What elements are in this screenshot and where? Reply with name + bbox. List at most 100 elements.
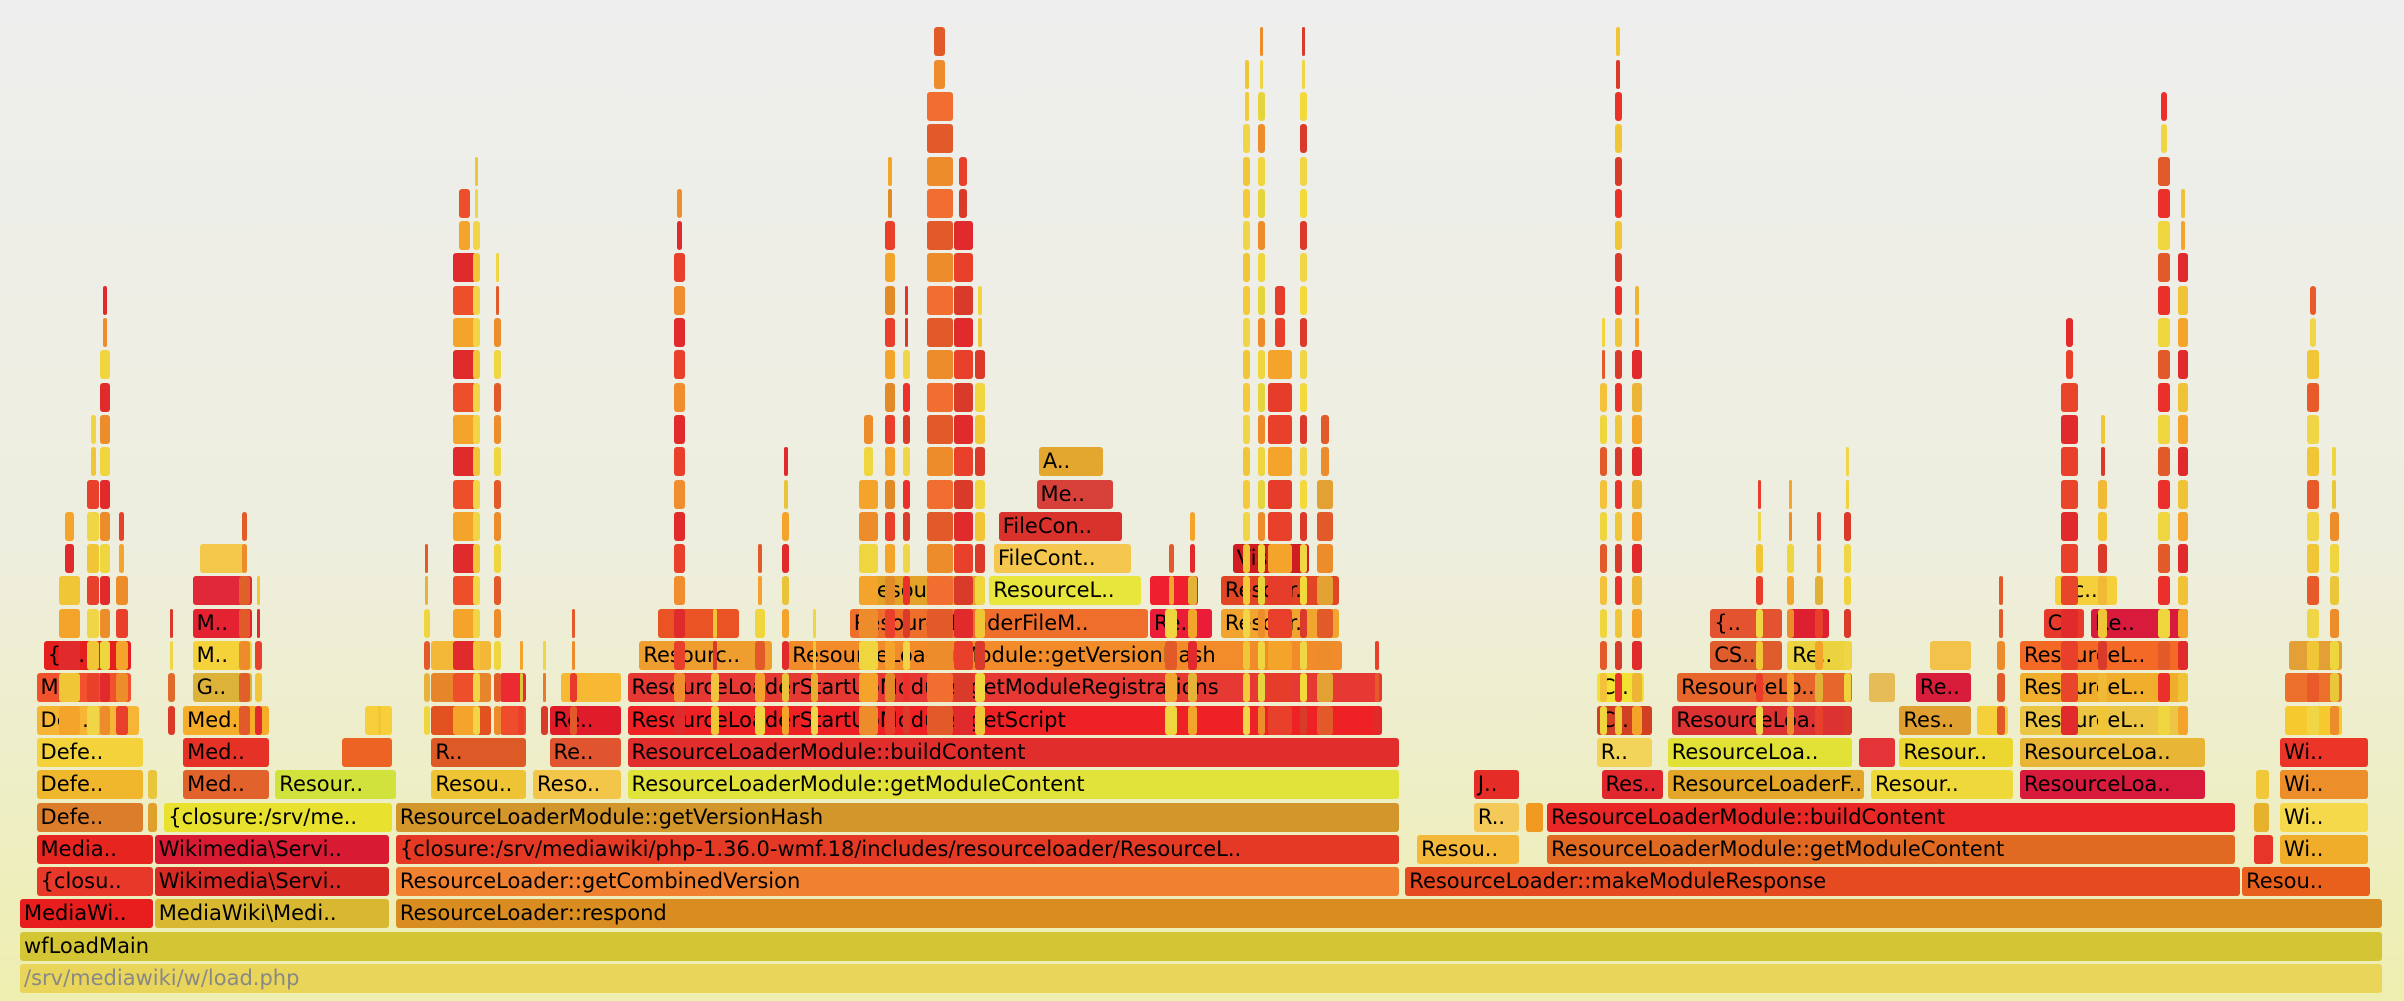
flame-spike-frame[interactable]: [782, 608, 790, 638]
flame-spike-frame[interactable]: [1316, 479, 1334, 509]
flame-spike-frame[interactable]: [100, 479, 110, 509]
flame-spike-frame[interactable]: [1190, 511, 1195, 541]
flame-spike-frame[interactable]: [100, 608, 110, 638]
flame-spike-frame[interactable]: [1815, 705, 1823, 735]
flame-spike-frame[interactable]: [1632, 479, 1642, 509]
flame-spike-frame[interactable]: [2332, 479, 2337, 509]
flame-spike-frame[interactable]: [1243, 285, 1251, 315]
flame-spike-frame[interactable]: [1602, 350, 1606, 380]
flame-spike-frame[interactable]: [812, 641, 816, 670]
flame-spike-frame[interactable]: [926, 673, 953, 703]
flame-spike-frame[interactable]: [238, 608, 251, 638]
flame-spike-frame[interactable]: [1614, 350, 1622, 380]
flame-spike-frame[interactable]: [2061, 705, 2078, 735]
flame-spike-frame[interactable]: [2061, 641, 2078, 670]
flame-spike-frame[interactable]: [59, 576, 81, 606]
flame-spike-frame[interactable]: [2158, 285, 2171, 315]
flame-spike-frame[interactable]: [2097, 608, 2108, 638]
flame-spike-frame[interactable]: [926, 285, 953, 315]
flame-spike-frame[interactable]: [1243, 414, 1251, 444]
flame-spike-frame[interactable]: [975, 544, 985, 574]
flame-spike-frame[interactable]: [953, 705, 973, 735]
flame-spike-frame[interactable]: [472, 350, 480, 380]
flame-spike-frame[interactable]: [1316, 544, 1334, 574]
flame-spike-frame[interactable]: [755, 705, 765, 735]
flame-spike-frame[interactable]: [1843, 705, 1851, 735]
flame-spike-frame[interactable]: [887, 156, 893, 186]
flame-spike-frame[interactable]: [87, 673, 100, 703]
flame-spike-frame[interactable]: [1190, 544, 1195, 574]
flame-spike-frame[interactable]: [1375, 641, 1379, 670]
flame-spike-frame[interactable]: [543, 641, 547, 670]
flame-spike-frame[interactable]: [1187, 705, 1198, 735]
flame-spike-frame[interactable]: [1616, 27, 1620, 57]
flame-spike-frame[interactable]: [2178, 253, 2188, 283]
flame-spike-frame[interactable]: [902, 447, 911, 477]
flame-spike-frame[interactable]: [1756, 576, 1764, 606]
flame-spike-frame[interactable]: [2065, 318, 2074, 347]
flame-spike-frame[interactable]: [2158, 350, 2171, 380]
flame-spike-frame[interactable]: [452, 511, 477, 541]
flame-spike-frame[interactable]: [953, 641, 973, 670]
flame-spike-frame[interactable]: [885, 414, 895, 444]
flame-spike-frame[interactable]: [673, 318, 686, 347]
flame-spike-frame[interactable]: [859, 673, 879, 703]
flame-spike-frame[interactable]: [782, 673, 790, 703]
flame-spike-frame[interactable]: [238, 673, 251, 703]
flame-spike-frame[interactable]: [493, 511, 502, 541]
flame-spike-frame[interactable]: [1245, 59, 1249, 89]
flame-spike-frame[interactable]: [1634, 285, 1640, 315]
flame-spike-frame[interactable]: [1845, 447, 1849, 477]
flame-spike-frame[interactable]: [452, 705, 477, 735]
flame-spike-frame[interactable]: [423, 705, 430, 735]
flame-spike-frame[interactable]: [2158, 705, 2171, 735]
flame-spike-frame[interactable]: [1787, 608, 1795, 638]
flame-spike-frame[interactable]: [1300, 382, 1308, 412]
flame-spike-frame[interactable]: [493, 641, 502, 670]
flame-spike-frame[interactable]: [1300, 544, 1308, 574]
flame-spike-frame[interactable]: [1187, 576, 1198, 606]
flame-frame[interactable]: ResourceL..: [989, 576, 1141, 606]
flame-spike-frame[interactable]: [1815, 608, 1823, 638]
flame-spike-frame[interactable]: [1316, 705, 1334, 735]
flame-spike-frame[interactable]: [115, 576, 128, 606]
flame-spike-frame[interactable]: [2307, 576, 2319, 606]
flame-spike-frame[interactable]: [885, 511, 895, 541]
flame-spike-frame[interactable]: [1843, 673, 1851, 703]
flame-spike-frame[interactable]: [2161, 91, 2167, 121]
flame-spike-frame[interactable]: [1614, 156, 1622, 186]
flame-spike-frame[interactable]: [1257, 641, 1265, 670]
flame-spike-frame[interactable]: [975, 511, 985, 541]
flame-spike-frame[interactable]: [975, 641, 985, 670]
flame-spike-frame[interactable]: [1257, 576, 1265, 606]
flame-spike-frame[interactable]: [1257, 673, 1265, 703]
flame-spike-frame[interactable]: [2061, 382, 2078, 412]
flame-spike-frame[interactable]: [2178, 705, 2188, 735]
flame-spike-frame[interactable]: [2158, 221, 2171, 251]
flame-spike-frame[interactable]: [167, 705, 175, 735]
flame-spike-frame[interactable]: [1375, 673, 1379, 703]
flame-spike-frame[interactable]: [452, 576, 477, 606]
flame-spike-frame[interactable]: [1243, 221, 1251, 251]
flame-spike-frame[interactable]: [452, 318, 477, 347]
flame-spike-frame[interactable]: [1243, 350, 1251, 380]
flame-spike-frame[interactable]: [1300, 188, 1308, 218]
flame-spike-frame[interactable]: [885, 608, 895, 638]
flame-spike-frame[interactable]: [472, 382, 480, 412]
flame-spike-frame[interactable]: [1300, 318, 1308, 347]
flame-spike-frame[interactable]: [953, 673, 973, 703]
flame-spike-frame[interactable]: [933, 59, 946, 89]
flame-spike-frame[interactable]: [2061, 479, 2078, 509]
flame-spike-frame[interactable]: [1614, 511, 1622, 541]
flame-spike-frame[interactable]: [1300, 91, 1308, 121]
flame-spike-frame[interactable]: [859, 705, 879, 735]
flame-spike-frame[interactable]: [571, 641, 575, 670]
flame-frame[interactable]: [147, 802, 158, 832]
flame-spike-frame[interactable]: [1614, 382, 1622, 412]
flame-spike-frame[interactable]: [2158, 544, 2171, 574]
flame-spike-frame[interactable]: [167, 673, 175, 703]
flame-spike-frame[interactable]: [241, 511, 248, 541]
flame-frame[interactable]: R..: [1596, 737, 1652, 767]
flame-spike-frame[interactable]: [1817, 511, 1821, 541]
flame-spike-frame[interactable]: [958, 188, 968, 218]
